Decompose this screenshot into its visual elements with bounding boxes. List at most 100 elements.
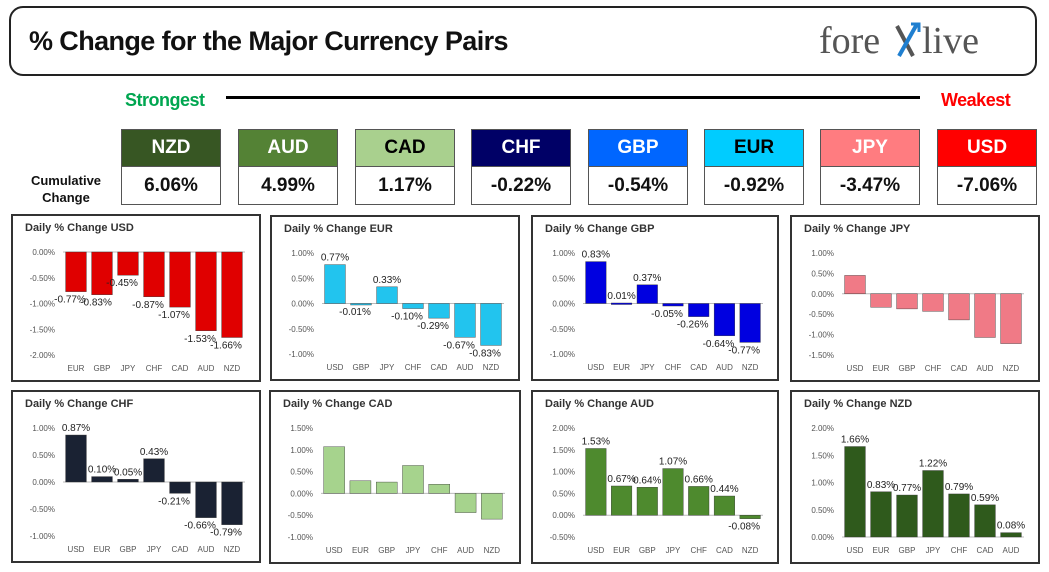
y-tick-label: -1.50% — [809, 351, 834, 360]
x-tick-label: JPY — [666, 546, 681, 555]
x-tick-label: EUR — [68, 364, 85, 373]
y-tick-label: -1.00% — [809, 331, 834, 340]
y-tick-label: 0.00% — [552, 300, 575, 309]
currency-card-gbp: GBP -0.54% — [588, 129, 688, 205]
bar-chf — [922, 293, 944, 312]
currency-code: GBP — [589, 130, 687, 167]
currency-card-cad: CAD 1.17% — [355, 129, 455, 205]
y-tick-label: 0.50% — [32, 451, 55, 460]
data-label: -0.45% — [106, 278, 138, 289]
currency-card-nzd: NZD 6.06% — [121, 129, 221, 205]
x-tick-label: USD — [847, 546, 864, 555]
bar-usd — [324, 264, 346, 304]
chart-title: Daily % Change JPY — [804, 223, 911, 235]
bar-chf — [662, 303, 684, 307]
bar-jpy — [662, 468, 684, 516]
y-tick-label: -1.00% — [550, 350, 575, 359]
data-label: -0.77% — [728, 345, 760, 356]
y-tick-label: 0.50% — [290, 468, 313, 477]
y-tick-label: 0.00% — [291, 300, 314, 309]
x-tick-label: JPY — [147, 545, 162, 554]
bar-gbp — [91, 251, 113, 295]
x-tick-label: CHF — [146, 364, 163, 373]
y-tick-label: -1.50% — [30, 325, 55, 334]
bar-eur — [91, 476, 113, 483]
header-banner: % Change for the Major Currency Pairs fo… — [9, 6, 1037, 76]
x-tick-label: JPY — [640, 363, 655, 372]
bar-cad — [169, 481, 191, 494]
data-label: 1.07% — [659, 457, 687, 468]
y-tick-label: -0.50% — [30, 505, 55, 514]
chart-title: Daily % Change USD — [25, 222, 134, 234]
bar-aud — [454, 303, 476, 338]
x-tick-label: USD — [68, 545, 85, 554]
bar-eur — [870, 293, 892, 308]
x-tick-label: CAD — [951, 364, 968, 373]
data-label: -0.01% — [339, 307, 371, 318]
bar-nzd — [739, 514, 761, 519]
bar-chart: 2.00% 1.50% 1.00% 0.50% 0.00% USD 1.66% EUR 0.83… — [811, 424, 1025, 555]
data-label: 0.77% — [893, 483, 921, 494]
bar-chart: 1.00% 0.50% 0.00% -0.50% -1.00% USD 0.83% EUR 0.… — [550, 249, 763, 372]
data-label: -0.67% — [443, 340, 475, 351]
cumulative-value: -7.06% — [956, 175, 1018, 196]
x-tick-label: JPY — [406, 546, 421, 555]
chart-panel-chf: Daily % Change CHF 1.00% 0.50% 0.00% -0.50% -… — [11, 390, 261, 563]
x-tick-label: JPY — [926, 546, 941, 555]
bar-jpy — [376, 286, 398, 304]
bar-eur — [65, 251, 87, 292]
currency-card-aud: AUD 4.99% — [238, 129, 338, 205]
x-tick-label: GBP — [899, 546, 916, 555]
data-label: 1.53% — [582, 436, 610, 447]
currency-card-usd: USD -7.06% — [937, 129, 1037, 205]
data-label: 0.59% — [971, 493, 999, 504]
chart-panel-gbp: Daily % Change GBP 1.00% 0.50% 0.00% -0.50% -… — [531, 215, 779, 381]
y-tick-label: 1.00% — [291, 249, 314, 258]
x-tick-label: CHF — [665, 363, 682, 372]
x-tick-label: GBP — [639, 546, 656, 555]
data-label: -0.10% — [391, 312, 423, 323]
bar-chf — [402, 303, 424, 309]
logo-x-icon — [895, 22, 921, 57]
x-tick-label: GBP — [378, 546, 395, 555]
x-tick-label: CHF — [690, 546, 707, 555]
bar-jpy — [117, 251, 139, 276]
x-tick-label: GBP — [899, 364, 916, 373]
x-tick-label: AUD — [1003, 546, 1020, 555]
bar-aud — [195, 251, 217, 331]
y-tick-label: 0.00% — [811, 533, 834, 542]
y-tick-label: 1.50% — [552, 446, 575, 455]
x-tick-label: NZD — [742, 546, 759, 555]
data-label: -0.64% — [703, 339, 735, 350]
currency-card-jpy: JPY -3.47% — [820, 129, 920, 205]
bar-chart: 1.00% 0.50% 0.00% -0.50% -1.00% USD 0.77% GBP -0… — [289, 249, 504, 372]
data-label: 0.79% — [945, 482, 973, 493]
bar-aud — [1000, 532, 1022, 538]
x-tick-label: NZD — [484, 546, 501, 555]
chart-title: Daily % Change EUR — [284, 223, 393, 235]
data-label: 0.43% — [140, 447, 168, 458]
bar-gbp — [117, 479, 139, 483]
x-tick-label: NZD — [1003, 364, 1020, 373]
y-tick-label: 0.00% — [811, 290, 834, 299]
data-label: 0.08% — [997, 521, 1025, 532]
cumulative-value: -3.47% — [839, 175, 901, 196]
bar-nzd — [481, 493, 503, 520]
y-tick-label: 0.00% — [32, 478, 55, 487]
data-label: -0.05% — [651, 309, 683, 320]
strongest-label: Strongest — [125, 90, 205, 110]
data-label: 0.66% — [685, 474, 713, 485]
bar-cad — [948, 293, 970, 321]
x-tick-label: EUR — [873, 546, 890, 555]
y-tick-label: 1.00% — [552, 249, 575, 258]
bar-usd — [585, 448, 607, 516]
x-tick-label: JPY — [380, 363, 395, 372]
x-tick-label: AUD — [457, 546, 474, 555]
bar-cad — [713, 495, 735, 516]
data-label: -0.87% — [132, 300, 164, 311]
data-label: 0.87% — [62, 423, 90, 434]
y-tick-label: 0.50% — [811, 269, 834, 278]
y-tick-label: -1.00% — [288, 533, 313, 542]
y-tick-label: 2.00% — [811, 424, 834, 433]
strength-scale-line — [226, 96, 920, 99]
